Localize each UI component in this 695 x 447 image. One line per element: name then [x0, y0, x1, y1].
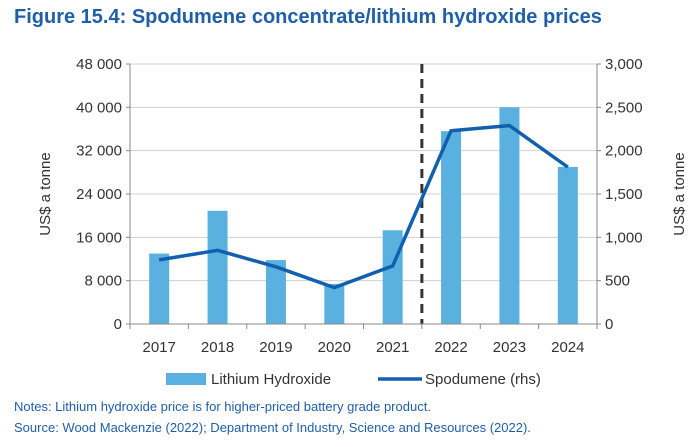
bar-series — [149, 107, 578, 324]
gridlines — [130, 63, 597, 325]
y2-tick-label: 1,000 — [605, 229, 643, 246]
spodumene-line — [158, 123, 569, 290]
axes — [126, 63, 601, 329]
y2-tick-label: 500 — [605, 273, 630, 290]
bar — [265, 260, 286, 324]
chart-title: Figure 15.4: Spodumene concentrate/lithi… — [14, 6, 602, 28]
x-tick-label: 2019 — [259, 339, 292, 356]
y2-axis-label: US$ a tonne — [671, 152, 688, 235]
legend-line-label: Spodumene (rhs) — [425, 371, 541, 388]
x-tick-label: 2018 — [201, 339, 234, 356]
x-tick-label: 2021 — [376, 339, 409, 356]
y-tick-label: 0 — [114, 316, 122, 333]
bar — [557, 166, 578, 324]
x-tick-label: 2024 — [551, 339, 584, 356]
y2-tick-label: 2,500 — [605, 99, 643, 116]
bar — [324, 283, 345, 324]
bar — [207, 210, 228, 324]
y2-tick-label: 1,500 — [605, 186, 643, 203]
y2-tick-label: 3,000 — [605, 56, 643, 73]
bar — [382, 230, 403, 324]
y-tick-label: 16 000 — [76, 229, 122, 246]
y2-tick-labels: 0 500 1,000 1,500 2,000 2,500 3,000 — [605, 56, 643, 333]
y2-tick-label: 2,000 — [605, 143, 643, 160]
y-tick-label: 32 000 — [76, 143, 122, 160]
x-tick-label: 2023 — [493, 339, 526, 356]
x-tick-label: 2022 — [434, 339, 467, 356]
legend-bar-swatch — [166, 373, 206, 385]
y-tick-label: 48 000 — [76, 56, 122, 73]
x-tick-label: 2017 — [143, 339, 176, 356]
line-series — [158, 123, 569, 290]
y-tick-labels: 0 8 000 16 000 24 000 32 000 40 000 48 000 — [76, 56, 122, 333]
y-tick-label: 8 000 — [84, 273, 122, 290]
legend-bar-label: Lithium Hydroxide — [211, 371, 331, 388]
bar — [441, 131, 462, 324]
y-axis-label: US$ a tonne — [37, 152, 54, 235]
bar — [149, 253, 170, 324]
x-tick-labels: 2017 2018 2019 2020 2021 2022 2023 2024 — [143, 339, 585, 356]
chart-notes: Notes: Lithium hydroxide price is for hi… — [14, 399, 431, 414]
legend: Lithium Hydroxide Spodumene (rhs) — [166, 371, 541, 388]
bar — [499, 107, 520, 324]
y2-tick-label: 0 — [605, 316, 613, 333]
y-tick-label: 24 000 — [76, 186, 122, 203]
x-tick-label: 2020 — [318, 339, 351, 356]
chart-source: Source: Wood Mackenzie (2022); Departmen… — [14, 420, 531, 435]
y-tick-label: 40 000 — [76, 99, 122, 116]
